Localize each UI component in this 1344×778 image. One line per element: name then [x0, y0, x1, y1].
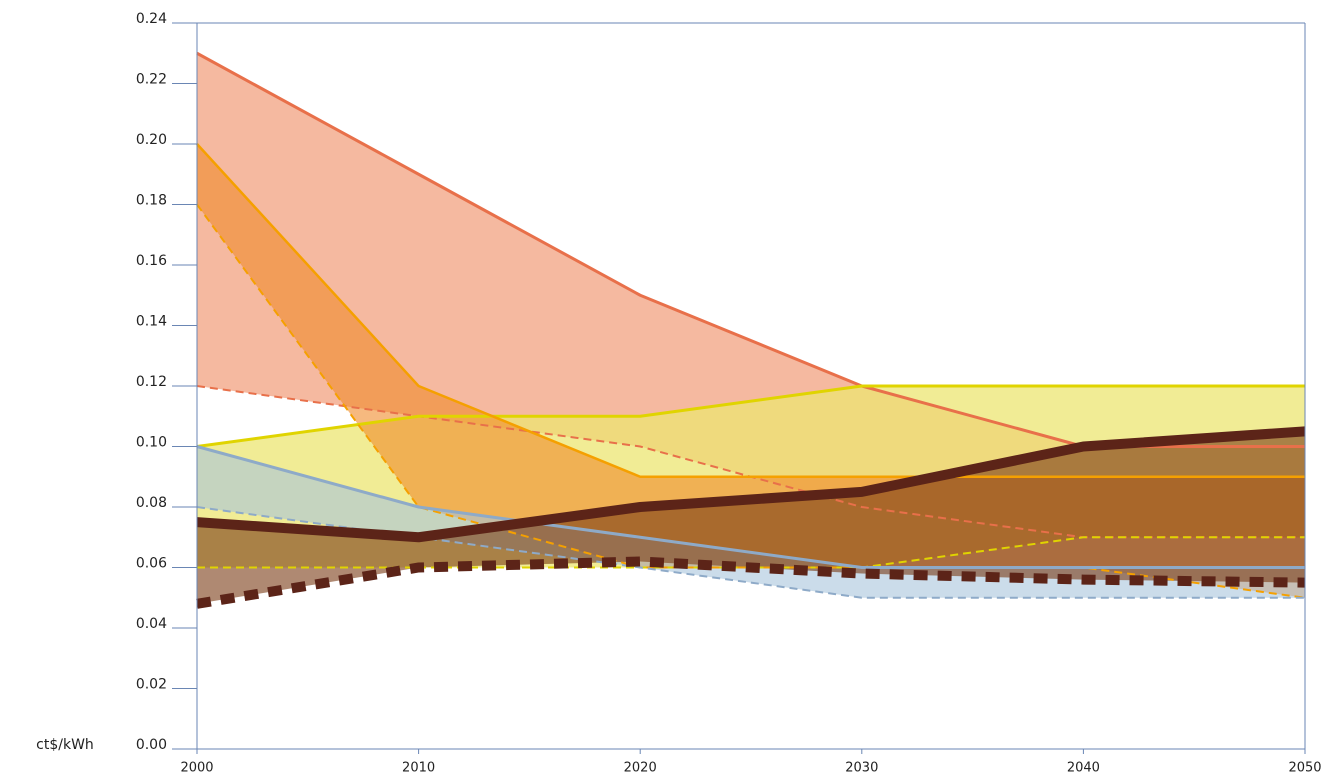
- x-tick-label: 2000: [180, 761, 213, 776]
- y-tick-label: 0.24: [136, 11, 167, 27]
- x-tick-label: 2020: [624, 761, 657, 776]
- y-tick-label: 0.16: [136, 253, 167, 269]
- y-tick-label: 0.02: [136, 677, 167, 693]
- y-tick-label: 0.06: [136, 556, 167, 572]
- y-axis-label: ct$/kWh: [36, 737, 94, 753]
- x-tick-label: 2030: [845, 761, 878, 776]
- y-tick-label: 0.04: [136, 616, 167, 632]
- upper-line: [196, 426, 1306, 543]
- y-tick-label: 0.18: [136, 193, 167, 209]
- upper-line: [196, 384, 1305, 448]
- upper-line: [196, 143, 1305, 478]
- y-tick-label: 0.00: [136, 737, 167, 753]
- y-tick-label: 0.12: [136, 374, 167, 390]
- y-tick-label: 0.08: [136, 495, 167, 511]
- upper-line: [196, 445, 1305, 569]
- y-tick-label: 0.10: [136, 435, 167, 451]
- band-fill: [197, 431, 1305, 604]
- y-tick-label: 0.14: [136, 314, 167, 330]
- y-tick-label: 0.22: [136, 72, 167, 88]
- x-tick-label: 2010: [402, 761, 435, 776]
- x-tick-label: 2040: [1067, 761, 1100, 776]
- lower-line: [196, 556, 1306, 609]
- x-tick-label: 2050: [1288, 761, 1321, 776]
- y-tick-label: 0.20: [136, 132, 167, 148]
